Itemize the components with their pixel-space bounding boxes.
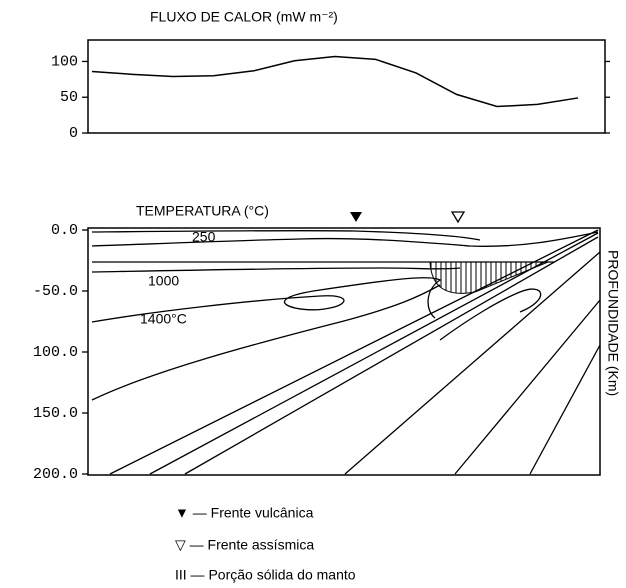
y-axis-label: PROFUNDIDADE (Km) bbox=[605, 250, 621, 396]
y-tick-label: 150.0 bbox=[33, 405, 78, 422]
contour-label: 1400°C bbox=[140, 311, 187, 327]
volcanic-front-marker bbox=[350, 212, 362, 222]
top-frame bbox=[88, 40, 605, 133]
top-title: FLUXO DE CALOR (mW m⁻²) bbox=[150, 9, 338, 25]
legend-entry: III — Porção sólida do manto bbox=[175, 567, 356, 583]
aseismic-front-marker bbox=[452, 212, 464, 222]
y-tick-label: 50 bbox=[60, 89, 78, 106]
bottom-title: TEMPERATURA (°C) bbox=[136, 203, 269, 219]
contour-label: 1000 bbox=[148, 273, 179, 289]
legend-entry: ▽ — Frente assísmica bbox=[175, 537, 314, 553]
heat-flow-line bbox=[92, 56, 578, 106]
y-tick-label: 100.0 bbox=[33, 344, 78, 361]
y-tick-label: 0.0 bbox=[51, 222, 78, 239]
y-tick-label: 200.0 bbox=[33, 466, 78, 483]
figure: FLUXO DE CALOR (mW m⁻²) TEMPERATURA (°C)… bbox=[0, 0, 626, 588]
legend-entry: ▼ — Frente vulcânica bbox=[175, 505, 314, 521]
contour-label: 250 bbox=[192, 229, 216, 245]
y-tick-label: 100 bbox=[51, 53, 78, 70]
y-tick-label: 0 bbox=[69, 125, 78, 142]
y-tick-label: -50.0 bbox=[33, 283, 78, 300]
contours bbox=[92, 230, 600, 474]
